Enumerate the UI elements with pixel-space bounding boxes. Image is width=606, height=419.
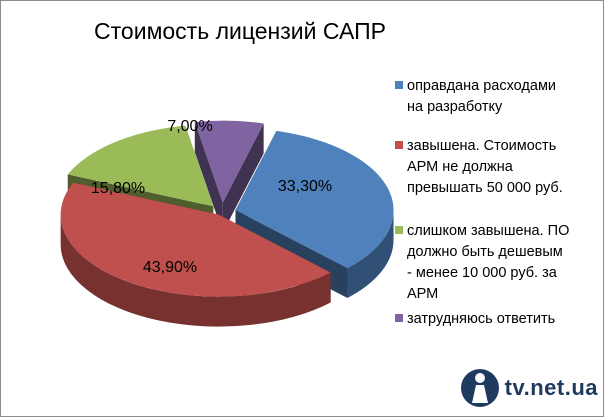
- pie-data-label: 33,30%: [278, 178, 332, 195]
- pie-slice: [235, 130, 394, 268]
- pie-slice-wall: [222, 123, 264, 233]
- tv-logo-icon: [460, 369, 499, 407]
- legend-swatch: [395, 141, 403, 149]
- legend-label: завышена. Стоимость АРМ не должна превышат…: [407, 138, 563, 196]
- pie-slice: [60, 182, 331, 297]
- pie-slice: [67, 125, 214, 207]
- pie-data-label: 43,90%: [143, 259, 197, 276]
- pie-data-label: 7,00%: [167, 118, 212, 135]
- pie-data-label: 15,80%: [91, 180, 145, 197]
- legend-item: оправдана расходами на разработку: [395, 76, 600, 118]
- pie-tops: [60, 120, 394, 297]
- pie-slice-side: [347, 210, 394, 298]
- legend-item: слишком завышена. ПО должно быть дешевым -…: [395, 221, 600, 305]
- legend-label: затрудняюсь ответить: [407, 311, 556, 327]
- legend-label: слишком завышена. ПО должно быть дешевым -…: [407, 223, 570, 302]
- pie-slice: [194, 120, 264, 203]
- pie-slice-wall: [194, 121, 223, 233]
- chart-title: Стоимость лицензий САПР: [94, 18, 386, 44]
- watermark: tv.net.ua: [459, 367, 598, 409]
- legend-item: завышена. Стоимость АРМ не должна превышат…: [395, 136, 600, 199]
- legend-swatch: [395, 81, 403, 89]
- legend: оправдана расходами на разработку завышена…: [395, 76, 600, 330]
- legend-label: оправдана расходами на разработку: [407, 78, 557, 115]
- legend-item: затрудняюсь ответить: [395, 309, 600, 330]
- pie-slice-side: [60, 214, 331, 327]
- watermark-text: tv.net.ua: [504, 375, 598, 400]
- legend-swatch: [395, 314, 403, 322]
- legend-swatch: [395, 226, 403, 234]
